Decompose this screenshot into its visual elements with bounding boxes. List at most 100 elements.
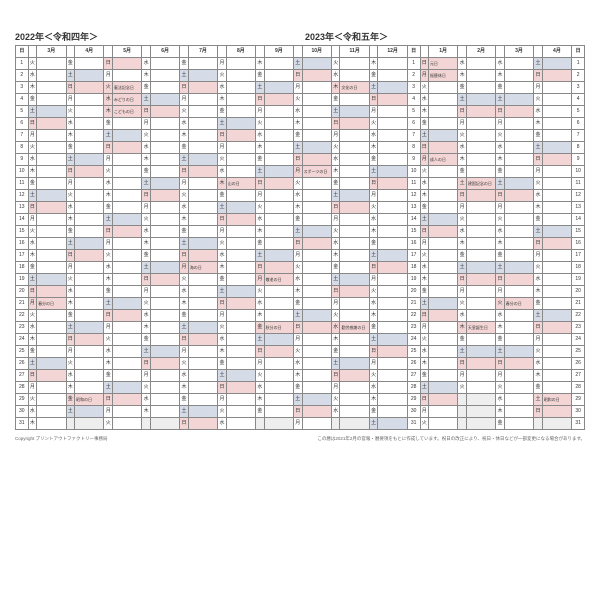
day-number: 11 <box>572 178 585 190</box>
month-header: 7月 <box>188 46 218 58</box>
day-row: 23水土月木土火金秋分の日日水勤労感謝の日金23月木天皇誕生日木日23 <box>16 322 585 334</box>
day-number: 16 <box>407 238 420 250</box>
day-row: 24木日火金日水土月木土24火金金月24 <box>16 334 585 346</box>
day-number: 12 <box>572 190 585 202</box>
day-row: 10木日火金日水土月スポーツの日木土10火金金月10 <box>16 166 585 178</box>
day-row: 3木日火憲法記念日金日水土月木文化の日土3火金金月3 <box>16 82 585 94</box>
holiday-label: 昭和の日 <box>542 394 572 406</box>
day-number: 12 <box>16 190 29 202</box>
day-number: 7 <box>16 130 29 142</box>
day-number: 21 <box>16 298 29 310</box>
day-row: 27日水金月水土火木日火27金月月木27 <box>16 370 585 382</box>
month-header: 1月 <box>428 46 458 58</box>
footer-left: Copyright プリントアウトファクトリー事務局 <box>15 436 108 442</box>
day-number: 3 <box>407 82 420 94</box>
day-number: 25 <box>407 346 420 358</box>
day-row: 2水土月木土火金日水金2月振替休日木木日2 <box>16 70 585 82</box>
day-number: 21 <box>407 298 420 310</box>
day-number: 22 <box>16 310 29 322</box>
day-number: 28 <box>407 382 420 394</box>
day-number: 20 <box>16 286 29 298</box>
day-number: 14 <box>572 214 585 226</box>
holiday-label: 成人の日 <box>428 154 458 166</box>
day-number: 3 <box>16 82 29 94</box>
day-number: 6 <box>407 118 420 130</box>
footer-right: この暦は2021年2月の官報・暦要項をもとに作成しています。祝日の改正により、祝… <box>317 436 585 442</box>
day-number: 16 <box>572 238 585 250</box>
holiday-label: 秋分の日 <box>264 322 294 334</box>
day-number: 9 <box>407 154 420 166</box>
day-number: 4 <box>16 94 29 106</box>
day-number: 18 <box>407 262 420 274</box>
day-row: 4金月水みどりの日土月木日火金日4水土土火4 <box>16 94 585 106</box>
day-number: 22 <box>407 310 420 322</box>
day-number: 19 <box>407 274 420 286</box>
day-number: 27 <box>16 370 29 382</box>
day-row: 9水土月木土火金日水金9月成人の日木木日9 <box>16 154 585 166</box>
holiday-label: 春分の日 <box>37 298 67 310</box>
holiday-label: みどりの日 <box>112 94 142 106</box>
day-row: 1火金日水金月木土火木1日元日水水土1 <box>16 58 585 70</box>
day-number: 5 <box>16 106 29 118</box>
holiday-label: スポーツの日 <box>302 166 332 178</box>
month-header: 4月 <box>542 46 572 58</box>
day-row: 28月木土火木日水金月水28土火火金28 <box>16 382 585 394</box>
day-number: 23 <box>16 322 29 334</box>
day-row: 14月木土火木日水金月水14土火火金14 <box>16 214 585 226</box>
day-number: 14 <box>407 214 420 226</box>
holiday-label: 元日 <box>428 58 458 70</box>
day-number: 11 <box>407 178 420 190</box>
day-number: 26 <box>572 358 585 370</box>
month-header: 4月 <box>74 46 104 58</box>
month-header: 5月 <box>112 46 142 58</box>
day-number: 15 <box>16 226 29 238</box>
day-row: 20日水金月水土火木日火20金月月木20 <box>16 286 585 298</box>
day-number: 1 <box>407 58 420 70</box>
day-number: 7 <box>407 130 420 142</box>
day-number: 8 <box>16 142 29 154</box>
holiday-label: 憲法記念日 <box>112 82 142 94</box>
day-number: 7 <box>572 130 585 142</box>
month-header: 3月 <box>504 46 534 58</box>
day-number: 1 <box>572 58 585 70</box>
day-number: 18 <box>572 262 585 274</box>
day-number: 19 <box>16 274 29 286</box>
day-number: 14 <box>16 214 29 226</box>
month-header: 12月 <box>378 46 408 58</box>
day-number: 29 <box>16 394 29 406</box>
day-number: 21 <box>572 298 585 310</box>
day-number: 5 <box>572 106 585 118</box>
day-number: 10 <box>572 166 585 178</box>
day-number: 17 <box>407 250 420 262</box>
day-number: 4 <box>572 94 585 106</box>
day-number: 28 <box>572 382 585 394</box>
day-number: 8 <box>572 142 585 154</box>
day-number: 15 <box>407 226 420 238</box>
day-number: 9 <box>16 154 29 166</box>
holiday-label: 山の日 <box>226 178 256 190</box>
day-number: 13 <box>407 202 420 214</box>
day-number: 3 <box>572 82 585 94</box>
day-number: 10 <box>16 166 29 178</box>
day-number: 11 <box>16 178 29 190</box>
day-number: 31 <box>572 418 585 430</box>
day-row: 8火金日水金月木土火木8日水水土8 <box>16 142 585 154</box>
day-number: 27 <box>572 370 585 382</box>
day-row: 22火金日水金月木土火木22日水水土22 <box>16 310 585 322</box>
day-number: 18 <box>16 262 29 274</box>
day-number: 6 <box>16 118 29 130</box>
calendar-table: 日3月4月5月6月7月8月9月10月11月12月日1月2月3月4月日 1火金日水… <box>15 45 585 430</box>
month-header: 8月 <box>226 46 256 58</box>
month-header: 9月 <box>264 46 294 58</box>
day-number: 23 <box>407 322 420 334</box>
day-number: 27 <box>407 370 420 382</box>
day-row: 6日水金月水土火木日火6金月月木6 <box>16 118 585 130</box>
day-number: 28 <box>16 382 29 394</box>
holiday-label: 文化の日 <box>340 82 370 94</box>
day-row: 29火金昭和の日日水金月木土火木29日水土昭和の日29 <box>16 394 585 406</box>
day-number: 9 <box>572 154 585 166</box>
calendar-body: 1火金日水金月木土火木1日元日水水土12水土月木土火金日水金2月振替休日木木日2… <box>16 58 585 430</box>
day-row: 11金月水土月木山の日日火金日11水土建国記念の日土火11 <box>16 178 585 190</box>
day-number: 25 <box>572 346 585 358</box>
day-row: 16水土月木土火金日水金16月木木日16 <box>16 238 585 250</box>
